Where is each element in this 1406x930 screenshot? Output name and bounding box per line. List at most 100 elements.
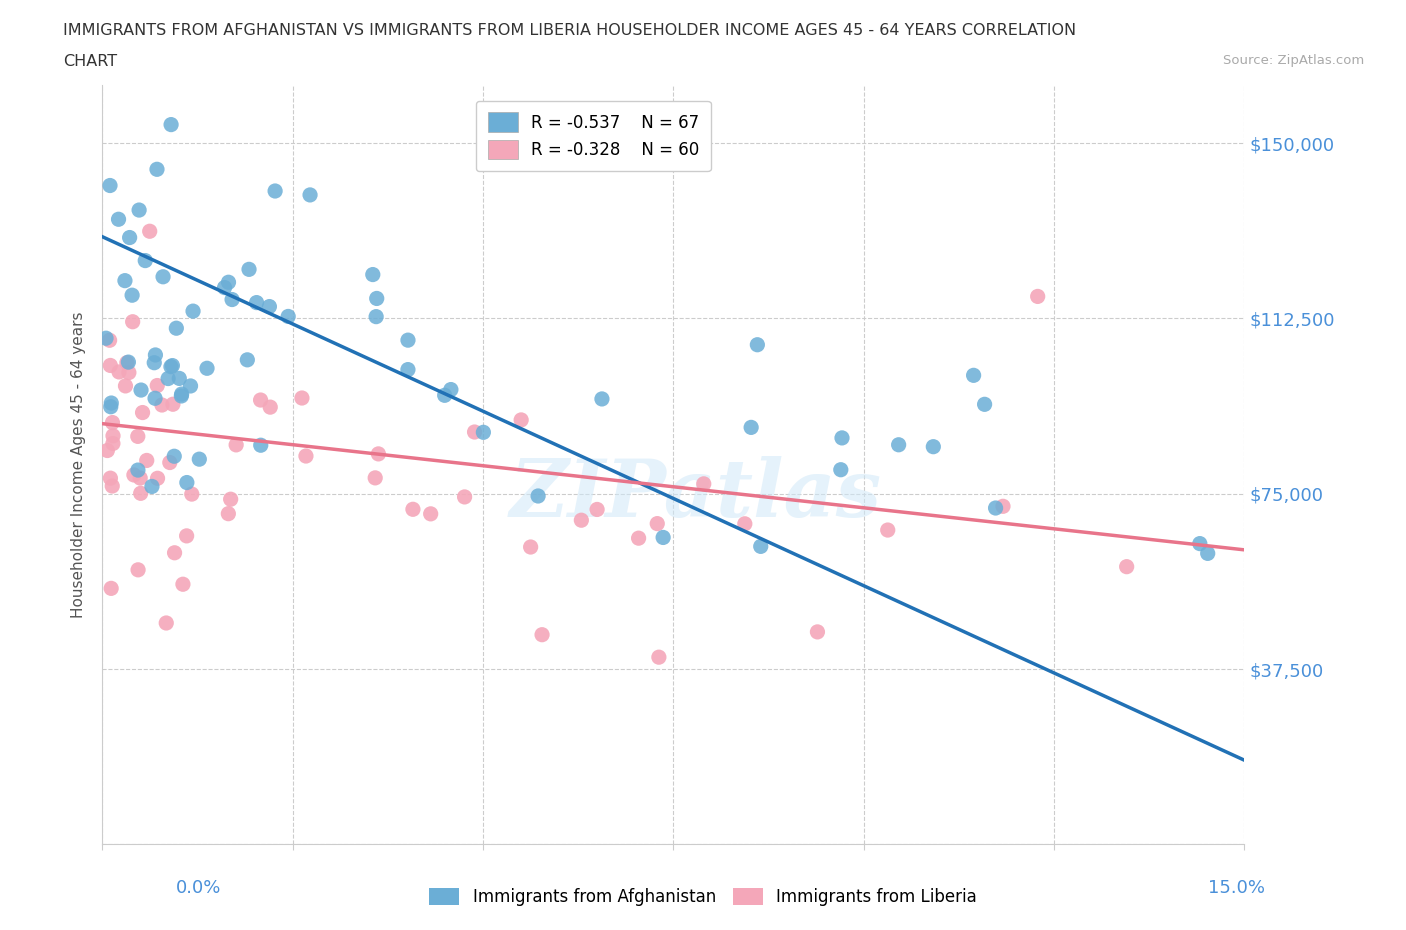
- Point: [648, 650, 671, 665]
- Point: [159, 455, 181, 470]
- Point: [162, 397, 184, 412]
- Point: [887, 437, 910, 452]
- Point: [172, 577, 194, 591]
- Point: [367, 446, 389, 461]
- Point: [440, 382, 463, 397]
- Point: [366, 309, 388, 324]
- Point: [806, 624, 828, 639]
- Point: [396, 333, 419, 348]
- Point: [645, 516, 668, 531]
- Point: [150, 397, 173, 412]
- Point: [1197, 546, 1219, 561]
- Point: [249, 392, 271, 407]
- Point: [128, 203, 150, 218]
- Point: [364, 471, 387, 485]
- Text: 15.0%: 15.0%: [1208, 879, 1265, 897]
- Point: [1188, 537, 1211, 551]
- Text: CHART: CHART: [63, 54, 117, 69]
- Point: [747, 338, 769, 352]
- Point: [160, 359, 183, 374]
- Point: [101, 479, 124, 494]
- Point: [169, 371, 191, 386]
- Text: IMMIGRANTS FROM AFGHANISTAN VS IMMIGRANTS FROM LIBERIA HOUSEHOLDER INCOME AGES 4: IMMIGRANTS FROM AFGHANISTAN VS IMMIGRANT…: [63, 23, 1077, 38]
- Point: [160, 117, 183, 132]
- Point: [531, 627, 554, 642]
- Point: [991, 498, 1014, 513]
- Point: [180, 379, 202, 393]
- Point: [453, 489, 475, 504]
- Point: [118, 230, 141, 245]
- Point: [402, 502, 425, 517]
- Point: [127, 429, 149, 444]
- Point: [100, 471, 122, 485]
- Point: [129, 382, 152, 397]
- Text: Source: ZipAtlas.com: Source: ZipAtlas.com: [1223, 54, 1364, 67]
- Point: [876, 523, 898, 538]
- Point: [277, 309, 299, 324]
- Point: [146, 471, 169, 485]
- Point: [245, 295, 267, 310]
- Point: [165, 321, 187, 336]
- Point: [188, 452, 211, 467]
- Point: [176, 528, 198, 543]
- Point: [238, 262, 260, 277]
- Point: [1026, 289, 1049, 304]
- Point: [176, 475, 198, 490]
- Point: [831, 431, 853, 445]
- Point: [433, 388, 456, 403]
- Point: [163, 545, 186, 560]
- Point: [127, 563, 149, 578]
- Point: [214, 280, 236, 295]
- Point: [195, 361, 218, 376]
- Point: [129, 471, 152, 485]
- Point: [96, 443, 118, 458]
- Point: [121, 314, 143, 329]
- Point: [170, 387, 193, 402]
- Point: [118, 365, 141, 380]
- Point: [143, 391, 166, 405]
- Point: [101, 415, 124, 430]
- Point: [527, 488, 550, 503]
- Point: [180, 486, 202, 501]
- Point: [162, 358, 184, 373]
- Point: [299, 188, 322, 203]
- Y-axis label: Householder Income Ages 45 - 64 years: Householder Income Ages 45 - 64 years: [72, 312, 86, 618]
- Point: [98, 333, 121, 348]
- Point: [922, 439, 945, 454]
- Point: [101, 429, 124, 444]
- Point: [259, 400, 281, 415]
- Point: [734, 516, 756, 531]
- Point: [127, 462, 149, 477]
- Point: [100, 399, 122, 414]
- Point: [419, 507, 441, 522]
- Point: [155, 616, 177, 631]
- Point: [108, 365, 131, 379]
- Point: [107, 212, 129, 227]
- Point: [101, 436, 124, 451]
- Point: [259, 299, 281, 314]
- Point: [652, 530, 675, 545]
- Point: [157, 371, 180, 386]
- Point: [973, 397, 995, 412]
- Point: [170, 389, 193, 404]
- Point: [181, 304, 204, 319]
- Point: [122, 468, 145, 483]
- Point: [693, 476, 716, 491]
- Point: [264, 183, 287, 198]
- Point: [249, 438, 271, 453]
- Point: [141, 479, 163, 494]
- Text: 0.0%: 0.0%: [176, 879, 221, 897]
- Point: [361, 267, 384, 282]
- Point: [138, 224, 160, 239]
- Point: [740, 420, 762, 435]
- Point: [152, 270, 174, 285]
- Point: [591, 392, 613, 406]
- Point: [464, 425, 486, 440]
- Point: [121, 287, 143, 302]
- Point: [143, 355, 166, 370]
- Point: [135, 453, 157, 468]
- Point: [219, 492, 242, 507]
- Point: [472, 425, 495, 440]
- Point: [163, 449, 186, 464]
- Point: [134, 253, 156, 268]
